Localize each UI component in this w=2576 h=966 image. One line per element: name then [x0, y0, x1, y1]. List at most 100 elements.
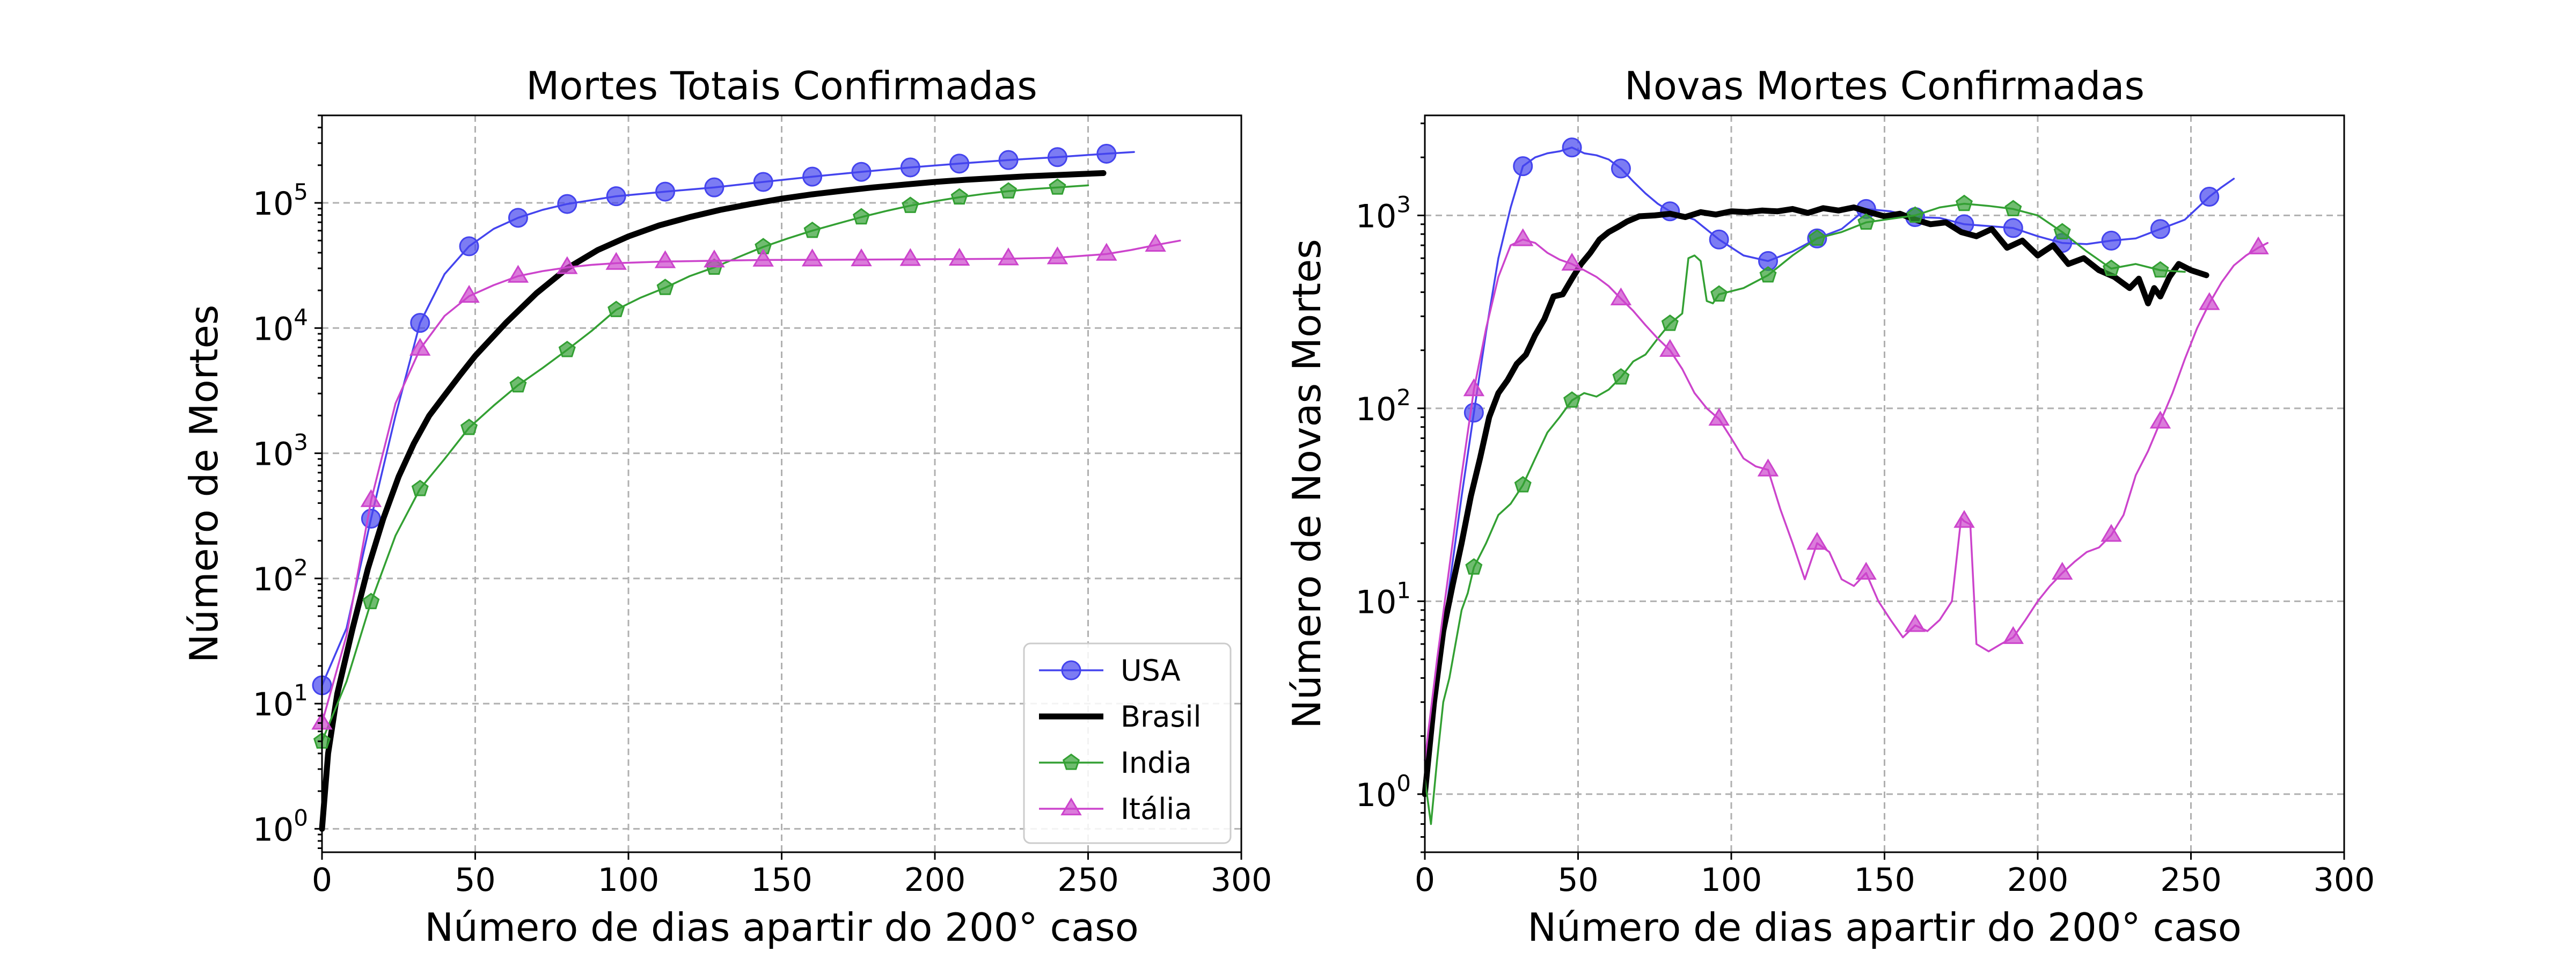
data-point-usa [410, 313, 430, 333]
data-point-usa [998, 150, 1019, 170]
legend-item-italia: Itália [1039, 792, 1192, 826]
data-point-italia [1046, 246, 1069, 265]
x-tick-label: 200 [904, 861, 966, 899]
data-point-india [902, 196, 919, 213]
data-point-italia [1757, 458, 1779, 477]
chart-new-deaths: 0 50 100 150 200 250 300 100 101 102 103 Novas Mor… [1284, 63, 2375, 950]
data-point-india [803, 221, 821, 238]
data-point-usa [2003, 218, 2023, 238]
series-brasil-total-deaths [319, 170, 1107, 832]
data-point-usa [459, 236, 479, 257]
data-point-india [460, 419, 478, 435]
y-tick-label: 102 [253, 554, 308, 598]
data-point-india [1563, 391, 1581, 408]
data-point-italia [557, 256, 578, 274]
x-tick-label: 100 [1701, 861, 1762, 899]
data-point-usa [606, 186, 626, 207]
data-point-usa [1513, 156, 1533, 177]
data-point-india [1000, 182, 1018, 199]
data-point-usa [508, 208, 528, 228]
legend-marker [1061, 660, 1081, 680]
y-tick-label: 103 [253, 429, 308, 473]
data-point-india [1906, 206, 1924, 223]
data-point-italia [2002, 626, 2024, 644]
data-point-india [1661, 314, 1679, 331]
data-point-italia [752, 248, 774, 267]
legend-box [1023, 642, 1232, 844]
x-tick-label: 0 [1415, 861, 1435, 899]
data-point-usa [1096, 143, 1117, 164]
data-point-italia [1561, 252, 1583, 271]
data-point-india [2103, 259, 2120, 276]
x-axis-label-new-deaths: Número de dias apartir do 200° caso [1527, 905, 2242, 950]
data-point-italia [507, 265, 529, 283]
y-tick-label: 100 [253, 804, 308, 848]
series-line-brasil [1422, 204, 2209, 797]
data-point-usa [851, 162, 872, 182]
data-point-italia [2248, 236, 2269, 254]
data-point-india [656, 279, 674, 295]
series-usa-new-deaths [1424, 137, 2235, 762]
data-point-italia [1855, 561, 1877, 580]
data-point-italia [1708, 407, 1730, 426]
plot-frame-new-deaths [1424, 114, 2345, 853]
data-point-india [558, 341, 576, 357]
x-tick-label: 150 [751, 861, 813, 899]
data-point-italia [360, 489, 382, 507]
data-point-italia [458, 284, 480, 303]
legend-item-usa: USA [1039, 654, 1181, 687]
data-point-india [1857, 213, 1875, 230]
data-point-italia [409, 338, 431, 356]
ticks-total-deaths: 0 50 100 150 200 250 300 100 101 102 103 104 105 [253, 114, 1272, 899]
chart-title-total-deaths: Mortes Totais Confirmadas [526, 63, 1037, 108]
data-point-italia [2199, 292, 2220, 310]
y-tick-label: 101 [1356, 577, 1411, 621]
data-point-usa [949, 153, 970, 174]
ticks-new-deaths: 0 50 100 150 200 250 300 100 101 102 103 [1356, 122, 2375, 899]
data-point-italia [2101, 524, 2122, 542]
data-point-italia [605, 252, 627, 270]
data-point-india [950, 188, 968, 205]
legend-marker [1060, 797, 1082, 816]
data-point-india [1514, 476, 1532, 493]
data-point-india [2053, 223, 2071, 239]
series-line-brasil [319, 170, 1107, 832]
data-point-italia [1659, 339, 1681, 357]
x-tick-label: 150 [1854, 861, 1915, 899]
chart-total-deaths: 0 50 100 150 200 250 300 100 101 102 103 104 105 Mor… [181, 63, 1272, 950]
data-point-usa [655, 181, 676, 202]
plot-frame-total-deaths [321, 114, 1242, 853]
legend-label: India [1121, 746, 1192, 780]
legend-item-india: India [1039, 746, 1192, 780]
data-point-india [1612, 368, 1630, 385]
x-tick-label: 0 [312, 861, 332, 899]
data-point-usa [2101, 230, 2121, 251]
y-tick-label: 103 [1356, 191, 1411, 235]
x-tick-label: 300 [2314, 861, 2375, 899]
data-point-italia [2149, 411, 2171, 429]
data-point-usa [1463, 402, 1484, 423]
series-italia-new-deaths [1424, 228, 2269, 762]
y-tick-label: 105 [253, 179, 308, 223]
series-brasil-new-deaths [1422, 204, 2209, 797]
data-point-italia [899, 248, 921, 266]
data-point-usa [1047, 147, 1067, 167]
chart-title-new-deaths: Novas Mortes Confirmadas [1624, 63, 2145, 108]
x-tick-label: 200 [2007, 861, 2069, 899]
x-tick-label: 300 [1211, 861, 1272, 899]
data-point-italia [998, 247, 1019, 266]
data-point-usa [557, 194, 577, 214]
series-usa-total-deaths [312, 143, 1135, 696]
y-tick-label: 101 [253, 679, 308, 723]
data-point-italia [1953, 510, 1975, 528]
data-point-usa [753, 172, 773, 192]
data-point-usa [2150, 219, 2170, 239]
data-point-india [1759, 266, 1777, 283]
series-total-deaths [311, 143, 1181, 832]
x-tick-label: 250 [1057, 861, 1119, 899]
data-point-india [1808, 229, 1826, 246]
y-tick-label: 100 [1356, 770, 1411, 814]
data-point-italia [1904, 614, 1926, 632]
data-point-india [362, 592, 380, 610]
